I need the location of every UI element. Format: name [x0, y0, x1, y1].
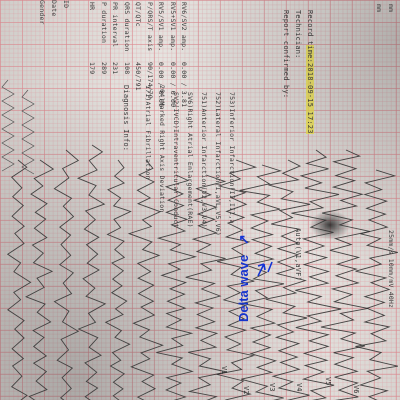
ecg-lead-trace — [76, 144, 107, 400]
ecg-lead-trace — [1, 79, 15, 172]
ecg-lead-trace — [320, 149, 370, 400]
ecg-lead-trace — [25, 159, 55, 400]
ecg-lead-trace — [104, 159, 132, 400]
ecg-lead-trace — [185, 174, 228, 400]
ecg-lead-trace — [239, 164, 285, 400]
ecg-lead-trace — [53, 149, 80, 400]
ecg-lead-trace — [355, 169, 399, 400]
ink-stain — [310, 210, 350, 240]
ecg-lead-trace — [291, 149, 342, 400]
ecg-lead-trace — [21, 89, 35, 175]
ecg-lead-trace — [265, 159, 311, 400]
ecg-lead-trace — [156, 174, 198, 400]
ecg-lead-trace — [216, 159, 258, 400]
ecg-lead-trace — [127, 159, 164, 400]
ecg-lead-trace — [6, 159, 32, 400]
annotation-arrow-strokes — [257, 261, 273, 277]
